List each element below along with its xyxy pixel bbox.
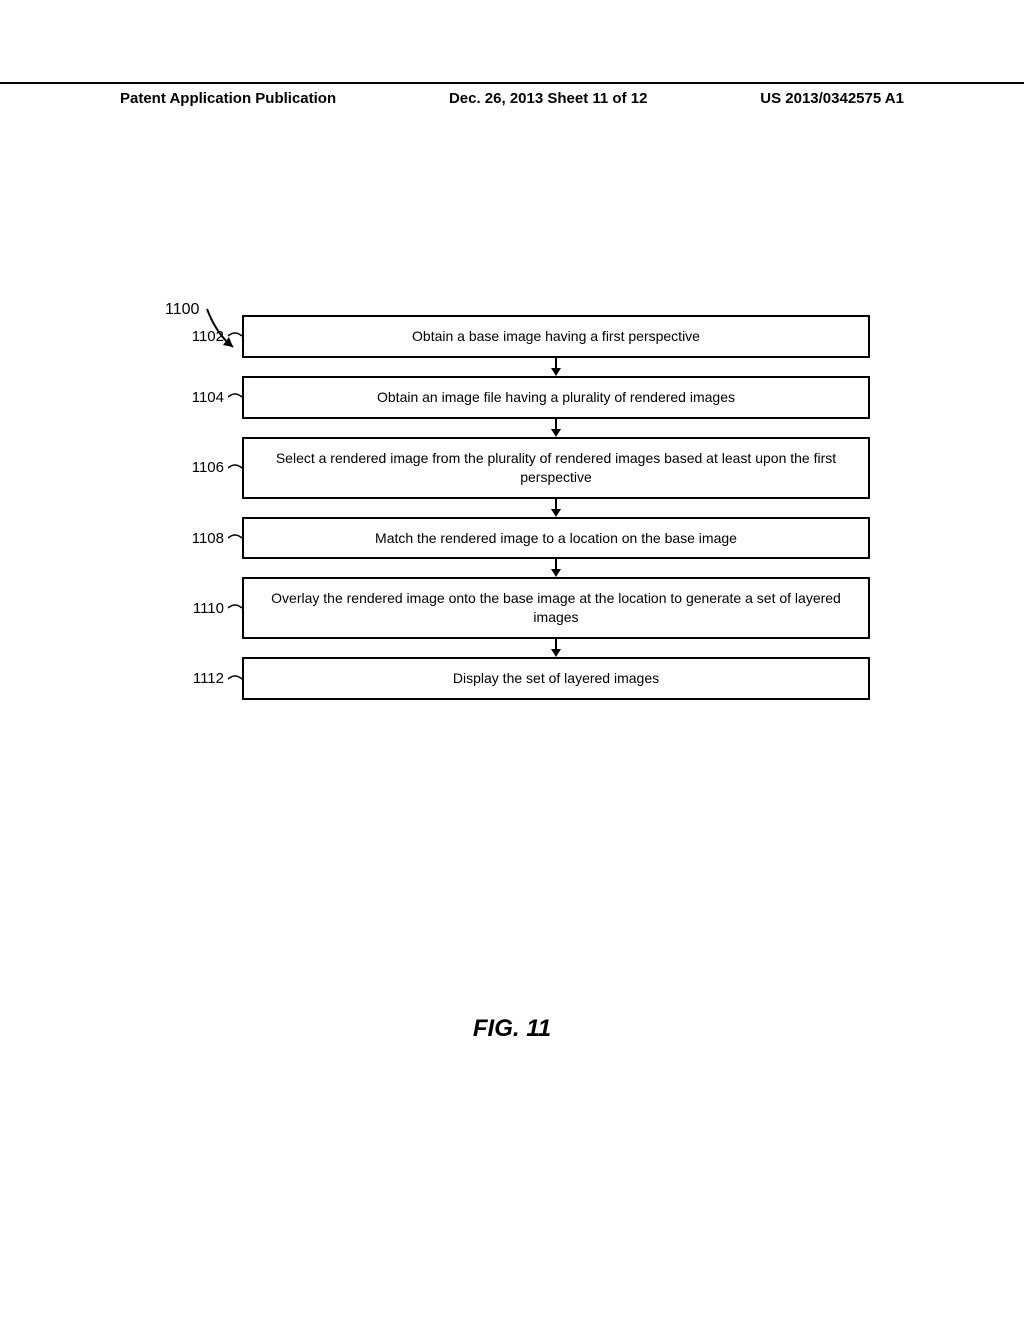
flow-arrow-icon <box>170 358 870 376</box>
flow-step: 1104 Obtain an image file having a plura… <box>170 376 870 419</box>
step-tick-icon <box>228 532 242 544</box>
figure-caption: FIG. 11 <box>0 1015 1024 1043</box>
step-number: 1104 <box>170 389 228 406</box>
step-number: 1108 <box>170 530 228 547</box>
flow-arrow-icon <box>170 499 870 517</box>
flow-step: 1108 Match the rendered image to a locat… <box>170 517 870 560</box>
header-right: US 2013/0342575 A1 <box>760 90 904 107</box>
step-number: 1106 <box>170 459 228 476</box>
header-center: Dec. 26, 2013 Sheet 11 of 12 <box>449 90 647 107</box>
header-row: Patent Application Publication Dec. 26, … <box>0 90 1024 107</box>
step-tick-icon <box>228 462 242 474</box>
flow-arrow-icon <box>170 639 870 657</box>
header-left: Patent Application Publication <box>120 90 336 107</box>
step-tick-icon <box>228 330 242 342</box>
step-tick-icon <box>228 673 242 685</box>
step-box: Match the rendered image to a location o… <box>242 517 870 560</box>
step-box: Select a rendered image from the plurali… <box>242 437 870 499</box>
page-header: Patent Application Publication Dec. 26, … <box>0 82 1024 107</box>
flow-step: 1112 Display the set of layered images <box>170 657 870 700</box>
step-box: Overlay the rendered image onto the base… <box>242 577 870 639</box>
step-tick-icon <box>228 602 242 614</box>
step-box: Display the set of layered images <box>242 657 870 700</box>
step-tick-icon <box>228 391 242 403</box>
step-number: 1110 <box>170 600 228 617</box>
flow-step: 1110 Overlay the rendered image onto the… <box>170 577 870 639</box>
flow-step: 1102 Obtain a base image having a first … <box>170 315 870 358</box>
step-box: Obtain a base image having a first persp… <box>242 315 870 358</box>
flow-step: 1106 Select a rendered image from the pl… <box>170 437 870 499</box>
step-number: 1112 <box>170 670 228 687</box>
flowchart: 1100 1102 Obtain a base image having a f… <box>170 315 870 700</box>
step-box: Obtain an image file having a plurality … <box>242 376 870 419</box>
flow-arrow-icon <box>170 559 870 577</box>
flow-arrow-icon <box>170 419 870 437</box>
step-number: 1102 <box>170 328 228 345</box>
